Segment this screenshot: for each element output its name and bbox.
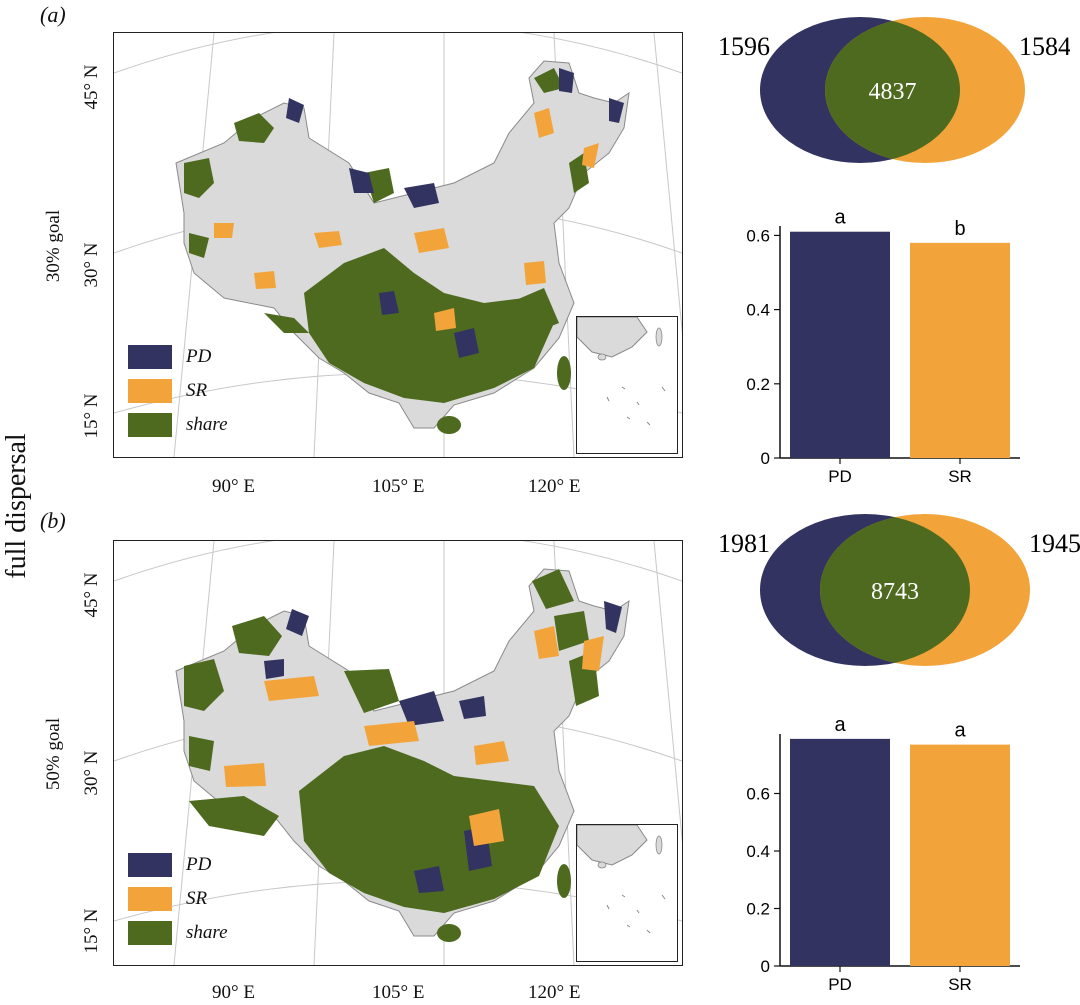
venn-count-overlap: 8743 [871, 579, 919, 605]
lon-label-90: 90° E [212, 476, 255, 497]
map-svg-b [114, 541, 682, 965]
legend-swatch-share [128, 921, 172, 945]
bar-sr [910, 242, 1010, 458]
x-tick-label-pd: PD [828, 467, 852, 486]
y-tick-label: 0.6 [746, 785, 770, 804]
legend-swatch-pd [128, 853, 172, 877]
legend-item-pd: PD [128, 343, 228, 371]
inset-map-a [576, 316, 678, 454]
venn-overlap [825, 17, 960, 163]
x-tick-label-pd: PD [828, 975, 852, 994]
legend-item-pd: PD [128, 851, 228, 879]
map-panel-a: PD SR share [113, 32, 683, 458]
lat-label-30: 30° N [81, 242, 102, 288]
map-panel-b: PD SR share [113, 540, 683, 966]
significance-letter-pd: a [834, 207, 846, 229]
y-tick-label: 0.2 [746, 375, 770, 394]
goal-label-b: 50% goal [43, 717, 64, 791]
bar-pd [790, 738, 890, 966]
goal-label-a: 30% goal [43, 209, 64, 283]
y-tick-label: 0.4 [746, 842, 770, 861]
side-title: full dispersal [1, 433, 32, 579]
legend-text-share: share [186, 922, 228, 943]
venn-count-overlap: 4837 [869, 79, 917, 105]
significance-letter-pd: a [834, 714, 846, 736]
legend-b: PD SR share [128, 851, 228, 947]
venn-count-sr: 1945 [1029, 529, 1080, 558]
legend-item-share: share [128, 411, 228, 439]
venn-diagram-b: 1981 1945 8743 [718, 514, 1080, 666]
lat-label-15: 15° N [81, 908, 102, 954]
inset-map-b [576, 824, 678, 962]
y-tick-label: 0.4 [746, 301, 770, 320]
lat-label-45: 45° N [81, 64, 102, 110]
venn-overlap [820, 514, 970, 666]
legend-a: PD SR share [128, 343, 228, 439]
legend-text-pd: PD [186, 854, 212, 875]
legend-swatch-sr [128, 887, 172, 911]
venn-count-sr: 1584 [1019, 32, 1070, 61]
bar-chart-b: 0 0.2 0.4 0.6 PD a SR a [746, 714, 1020, 994]
lat-label-45: 45° N [81, 572, 102, 618]
y-tick-label: 0.2 [746, 900, 770, 919]
legend-swatch-pd [128, 345, 172, 369]
legend-item-sr: SR [128, 377, 228, 405]
legend-text-pd: PD [186, 346, 212, 367]
legend-swatch-sr [128, 379, 172, 403]
panel-label-b: (b) [40, 508, 66, 533]
legend-swatch-share [128, 413, 172, 437]
bar-sr [910, 744, 1010, 966]
bar-chart-a: 0 0.2 0.4 0.6 PD a SR b [746, 207, 1020, 486]
legend-item-share: share [128, 919, 228, 947]
legend-item-sr: SR [128, 885, 228, 913]
legend-text-share: share [186, 414, 228, 435]
y-tick-label: 0 [761, 957, 770, 976]
panel-label-a: (a) [40, 2, 66, 27]
lon-label-120: 120° E [528, 476, 581, 497]
significance-letter-sr: a [954, 720, 966, 742]
venn-count-pd: 1981 [718, 529, 770, 558]
significance-letter-sr: b [954, 218, 965, 240]
legend-text-sr: SR [186, 888, 208, 909]
lat-label-15: 15° N [81, 393, 102, 439]
venn-diagram-a: 1596 1584 4837 [718, 17, 1070, 163]
legend-text-sr: SR [186, 380, 208, 401]
lat-label-30: 30° N [81, 750, 102, 796]
y-tick-label: 0 [761, 449, 770, 468]
x-tick-label-sr: SR [948, 467, 972, 486]
y-tick-label: 0.6 [746, 226, 770, 245]
bar-pd [790, 231, 890, 458]
map-svg-a [114, 33, 682, 457]
lon-label-105: 105° E [372, 476, 425, 497]
x-tick-label-sr: SR [948, 975, 972, 994]
lon-label-90: 90° E [212, 982, 255, 1003]
venn-count-pd: 1596 [718, 32, 770, 61]
lon-label-120: 120° E [528, 982, 581, 1003]
lon-label-105: 105° E [372, 982, 425, 1003]
